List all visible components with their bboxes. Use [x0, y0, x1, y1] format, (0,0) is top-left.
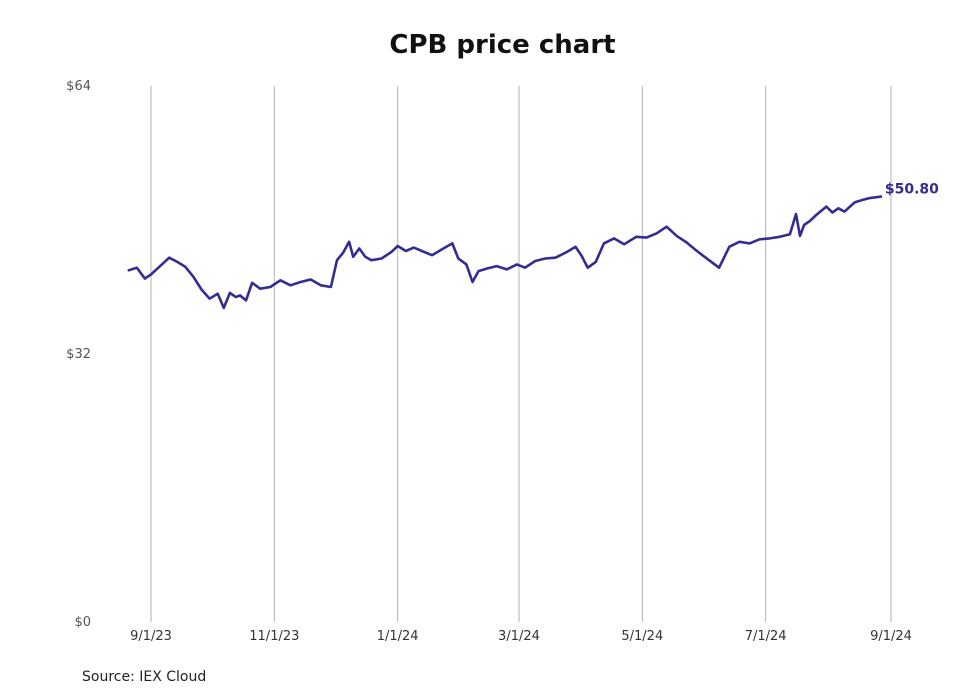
y-tick-label: $0: [74, 615, 91, 630]
source-note: Source: IEX Cloud: [82, 669, 207, 685]
x-tick-label: 1/1/24: [377, 629, 419, 644]
chart-title: CPB price chart: [389, 30, 616, 60]
price-line: [127, 195, 883, 310]
y-tick-label: $64: [66, 79, 91, 94]
y-tick-label: $32: [66, 347, 91, 362]
x-tick-label: 3/1/24: [498, 629, 540, 644]
x-tick-label: 7/1/24: [745, 629, 787, 644]
x-tick-label: 11/1/23: [249, 629, 299, 644]
x-tick-label: 9/1/23: [130, 629, 172, 644]
x-tick-label: 5/1/24: [621, 629, 663, 644]
x-tick-label: 9/1/24: [870, 629, 912, 644]
y-axis-ticks: $0 $32 $64: [66, 79, 91, 630]
x-axis-ticks: 9/1/23 11/1/23 1/1/24 3/1/24 5/1/24 7/1/24 9/1…: [130, 629, 912, 644]
gridlines: [150, 86, 892, 622]
last-price-label: $50.80: [885, 182, 939, 198]
